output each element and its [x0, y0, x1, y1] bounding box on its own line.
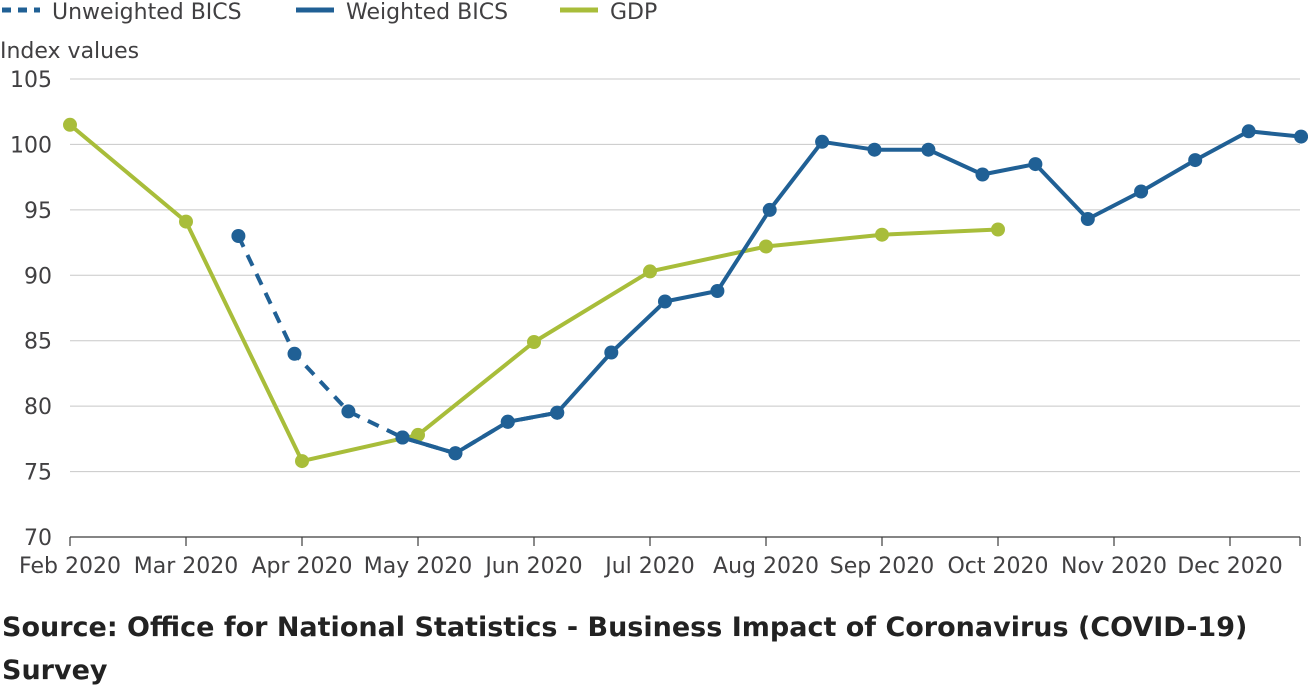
data-point-gdp-1: [179, 214, 193, 229]
x-tick-label: Jul 2020: [603, 554, 695, 579]
data-point-weighted-bics-4: [604, 345, 619, 360]
y-tick-label: 95: [24, 199, 52, 224]
data-point-weighted-bics-13: [1080, 212, 1095, 226]
data-point-gdp-8: [991, 222, 1005, 237]
x-axis: Feb 2020 Mar 2020 Apr 2020 May 2020 Jun 2020…: [19, 536, 1301, 579]
series-line-weighted-bics: [401, 129, 1302, 456]
data-point-weighted-bics-2: [500, 414, 515, 429]
series-layer: [63, 117, 1308, 469]
data-point-unweighted-bics-0: [231, 229, 246, 243]
data-point-weighted-bics-5: [658, 294, 672, 309]
data-point-weighted-bics-6: [710, 284, 725, 298]
x-tick-label: Jun 2020: [483, 554, 582, 579]
y-tick-label: 90: [24, 264, 52, 289]
data-point-weighted-bics-8: [815, 134, 830, 149]
data-point-gdp-3: [411, 427, 425, 442]
data-point-weighted-bics-9: [867, 142, 882, 157]
data-point-weighted-bics-10: [921, 142, 936, 157]
series-gdp: [63, 117, 1005, 469]
x-tick-label: Apr 2020: [251, 554, 352, 579]
x-tick-label: Feb 2020: [19, 554, 121, 579]
legend-label-weighted-bics: Weighted BICS: [346, 0, 508, 25]
data-point-weighted-bics-1: [448, 446, 463, 461]
data-point-gdp-4: [527, 335, 541, 349]
series-unweighted-bics: [231, 229, 565, 461]
x-tick-label: Sep 2020: [830, 554, 934, 579]
y-tick-label: 100: [10, 133, 52, 158]
x-tick-label: Aug 2020: [713, 554, 819, 579]
data-point-weighted-bics-16: [1241, 124, 1256, 139]
data-point-gdp-5: [643, 264, 657, 279]
series-line-gdp: [68, 123, 999, 464]
y-tick-label: 105: [10, 68, 52, 93]
y-axis-ticks: 70 75 80 85 90 95 100 105: [10, 68, 52, 551]
x-tick-label: Mar 2020: [134, 554, 239, 579]
data-point-unweighted-bics-1: [287, 346, 302, 361]
y-tick-label: 80: [24, 395, 52, 420]
data-point-weighted-bics-14: [1134, 184, 1149, 199]
y-axis-title: Index values: [0, 39, 139, 64]
data-point-weighted-bics-0: [395, 430, 410, 445]
source-note: Source: Office for National Statistics -…: [2, 612, 1248, 686]
x-tick-label: Nov 2020: [1061, 554, 1167, 579]
data-point-gdp-6: [759, 239, 773, 254]
x-tick-label: Dec 2020: [1177, 554, 1283, 579]
legend: Unweighted BICS Weighted BICS GDP: [2, 0, 657, 25]
data-point-weighted-bics-7: [762, 202, 777, 217]
data-point-weighted-bics-11: [975, 167, 990, 182]
x-tick-label: May 2020: [364, 554, 472, 579]
data-point-unweighted-bics-2: [341, 404, 356, 419]
y-tick-label: 70: [24, 526, 52, 551]
data-point-weighted-bics-3: [550, 405, 565, 420]
data-point-gdp-7: [875, 227, 889, 242]
data-point-gdp-0: [63, 117, 77, 132]
gridlines: [70, 78, 1300, 473]
data-point-weighted-bics-12: [1028, 157, 1043, 172]
series-weighted-bics: [395, 124, 1308, 461]
line-chart: Unweighted BICS Weighted BICS GDP Index va…: [0, 0, 1308, 579]
legend-label-gdp: GDP: [610, 0, 657, 25]
y-tick-label: 85: [24, 330, 52, 355]
legend-label-unweighted-bics: Unweighted BICS: [52, 0, 242, 25]
x-tick-label: Oct 2020: [947, 554, 1048, 579]
data-point-gdp-2: [295, 454, 309, 469]
y-tick-label: 75: [24, 461, 52, 486]
data-point-weighted-bics-15: [1188, 153, 1203, 168]
data-point-weighted-bics-17: [1294, 129, 1308, 144]
